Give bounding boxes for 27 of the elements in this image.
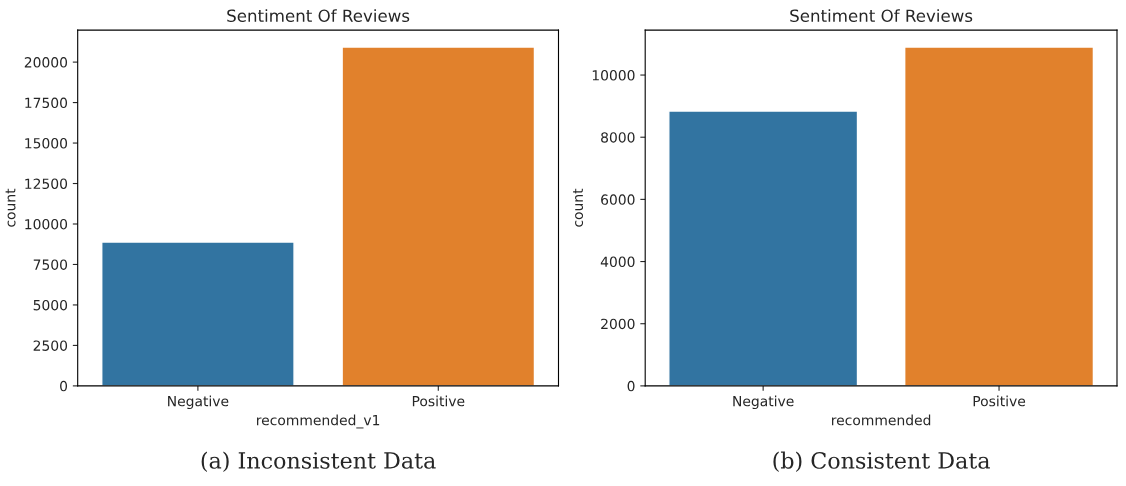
x-axis-title: recommended_v1 (257, 414, 380, 429)
x-axis-title: recommended (832, 414, 931, 426)
chart-title: Sentiment Of Reviews (227, 9, 410, 23)
text: (b) Consistent Data (773, 451, 990, 472)
y-tick-label: 12500 (25, 178, 68, 189)
y-axis-title: count (5, 188, 16, 227)
y-tick-label: 5000 (33, 299, 68, 311)
y-tick-label: 20000 (24, 57, 68, 68)
y-tick-label: 0 (60, 380, 68, 392)
y-tick-label: 4000 (600, 256, 635, 268)
text: (a) Inconsistent Data (201, 451, 436, 472)
x-tick-label: Positive (412, 395, 465, 407)
y-tick-label: 2000 (601, 318, 635, 330)
x-tick-label: Negative (168, 395, 229, 410)
chart-title: Sentiment Of Reviews (790, 9, 973, 23)
y-tick-label: 0 (627, 380, 635, 392)
y-tick-label: 10000 (25, 218, 68, 230)
y-tick-label: 2500 (33, 340, 68, 351)
x-tick-label: Negative (733, 395, 794, 410)
y-tick-label: 7500 (33, 259, 68, 270)
y-tick-label: 6000 (601, 194, 635, 205)
y-axis-title: count (573, 188, 584, 227)
y-tick-label: 10000 (592, 70, 635, 81)
y-tick-label: 15000 (25, 138, 68, 149)
y-tick-label: 17500 (25, 97, 68, 109)
y-tick-label: 8000 (601, 132, 635, 143)
x-tick-label: Positive (973, 395, 1026, 407)
